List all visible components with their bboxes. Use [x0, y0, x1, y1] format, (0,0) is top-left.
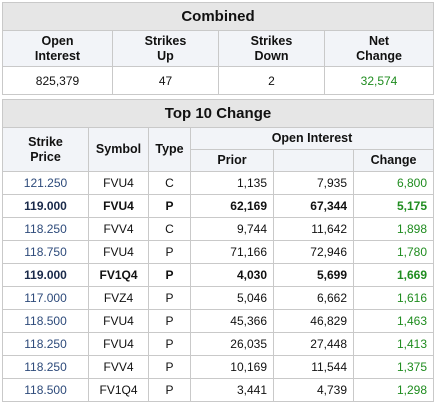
- symbol-cell: FVV4: [88, 355, 149, 379]
- strike-price-cell: 118.500: [2, 378, 89, 402]
- header-net-change: Net Change: [323, 30, 435, 67]
- top10-title: Top 10 Change: [2, 99, 434, 128]
- symbol-cell: FVU4: [88, 194, 149, 218]
- change-cell: 1,298: [353, 378, 434, 402]
- header-open-interest: Open Interest: [2, 30, 113, 67]
- current-cell: 5,699: [273, 263, 354, 287]
- prior-cell: 5,046: [190, 286, 274, 310]
- header-strike-price: Strike Price: [2, 127, 89, 172]
- table-row: 119.000 FVU4 P 62,169 67,344 5,175: [2, 194, 434, 218]
- symbol-cell: FVU4: [88, 309, 149, 333]
- table-row: 117.000 FVZ4 P 5,046 6,662 1,616: [2, 286, 434, 310]
- symbol-cell: FVU4: [88, 332, 149, 356]
- header-current: [273, 149, 354, 172]
- top10-rows: 121.250 FVU4 C 1,135 7,935 6,800 119.000 FVU4 P 6…: [2, 171, 434, 402]
- prior-cell: 62,169: [190, 194, 274, 218]
- change-cell: 1,780: [353, 240, 434, 264]
- change-cell: 5,175: [353, 194, 434, 218]
- type-cell: P: [148, 378, 191, 402]
- strike-price-cell: 121.250: [2, 171, 89, 195]
- symbol-cell: FVV4: [88, 217, 149, 241]
- prior-cell: 26,035: [190, 332, 274, 356]
- change-cell: 1,463: [353, 309, 434, 333]
- symbol-cell: FV1Q4: [88, 378, 149, 402]
- table-row: 118.250 FVV4 P 10,169 11,544 1,375: [2, 355, 434, 379]
- table-row: 118.250 FVU4 P 26,035 27,448 1,413: [2, 332, 434, 356]
- value-net-change: 32,574: [323, 66, 435, 95]
- value-strikes-down: 2: [218, 66, 325, 95]
- table-row: 118.500 FV1Q4 P 3,441 4,739 1,298: [2, 378, 434, 402]
- type-cell: P: [148, 355, 191, 379]
- prior-cell: 4,030: [190, 263, 274, 287]
- current-cell: 46,829: [273, 309, 354, 333]
- strike-price-cell: 118.250: [2, 332, 89, 356]
- change-cell: 1,413: [353, 332, 434, 356]
- current-cell: 4,739: [273, 378, 354, 402]
- strike-price-cell: 117.000: [2, 286, 89, 310]
- table-row: 118.500 FVU4 P 45,366 46,829 1,463: [2, 309, 434, 333]
- table-row: 118.250 FVV4 C 9,744 11,642 1,898: [2, 217, 434, 241]
- top10-table: Top 10 Change Strike Price Symbol Type O…: [2, 99, 434, 402]
- strike-price-cell: 119.000: [2, 194, 89, 218]
- table-row: 119.000 FV1Q4 P 4,030 5,699 1,669: [2, 263, 434, 287]
- prior-cell: 10,169: [190, 355, 274, 379]
- change-cell: 1,898: [353, 217, 434, 241]
- current-cell: 11,642: [273, 217, 354, 241]
- change-cell: 6,800: [353, 171, 434, 195]
- symbol-cell: FVZ4: [88, 286, 149, 310]
- prior-cell: 9,744: [190, 217, 274, 241]
- strike-price-cell: 118.250: [2, 355, 89, 379]
- header-strikes-down: Strikes Down: [218, 30, 325, 67]
- combined-title: Combined: [1, 2, 435, 31]
- value-strikes-up: 47: [112, 66, 219, 95]
- header-type: Type: [148, 127, 191, 172]
- prior-cell: 3,441: [190, 378, 274, 402]
- change-cell: 1,616: [353, 286, 434, 310]
- value-open-interest: 825,379: [2, 66, 113, 95]
- current-cell: 67,344: [273, 194, 354, 218]
- prior-cell: 71,166: [190, 240, 274, 264]
- type-cell: P: [148, 240, 191, 264]
- current-cell: 27,448: [273, 332, 354, 356]
- type-cell: C: [148, 171, 191, 195]
- header-open-interest-group: Open Interest: [190, 127, 434, 150]
- current-cell: 7,935: [273, 171, 354, 195]
- type-cell: P: [148, 263, 191, 287]
- change-cell: 1,375: [353, 355, 434, 379]
- change-cell: 1,669: [353, 263, 434, 287]
- table-row: 118.750 FVU4 P 71,166 72,946 1,780: [2, 240, 434, 264]
- symbol-cell: FV1Q4: [88, 263, 149, 287]
- table-row: 121.250 FVU4 C 1,135 7,935 6,800: [2, 171, 434, 195]
- header-prior: Prior: [190, 149, 274, 172]
- strike-price-cell: 118.500: [2, 309, 89, 333]
- header-change: Change: [353, 149, 434, 172]
- type-cell: P: [148, 194, 191, 218]
- type-cell: P: [148, 286, 191, 310]
- strike-price-cell: 119.000: [2, 263, 89, 287]
- type-cell: C: [148, 217, 191, 241]
- current-cell: 11,544: [273, 355, 354, 379]
- type-cell: P: [148, 309, 191, 333]
- symbol-cell: FVU4: [88, 240, 149, 264]
- current-cell: 72,946: [273, 240, 354, 264]
- combined-table: Combined Open Interest Strikes Up Strike…: [1, 2, 435, 95]
- symbol-cell: FVU4: [88, 171, 149, 195]
- prior-cell: 45,366: [190, 309, 274, 333]
- current-cell: 6,662: [273, 286, 354, 310]
- strike-price-cell: 118.750: [2, 240, 89, 264]
- header-symbol: Symbol: [88, 127, 149, 172]
- strike-price-cell: 118.250: [2, 217, 89, 241]
- header-strikes-up: Strikes Up: [112, 30, 219, 67]
- prior-cell: 1,135: [190, 171, 274, 195]
- type-cell: P: [148, 332, 191, 356]
